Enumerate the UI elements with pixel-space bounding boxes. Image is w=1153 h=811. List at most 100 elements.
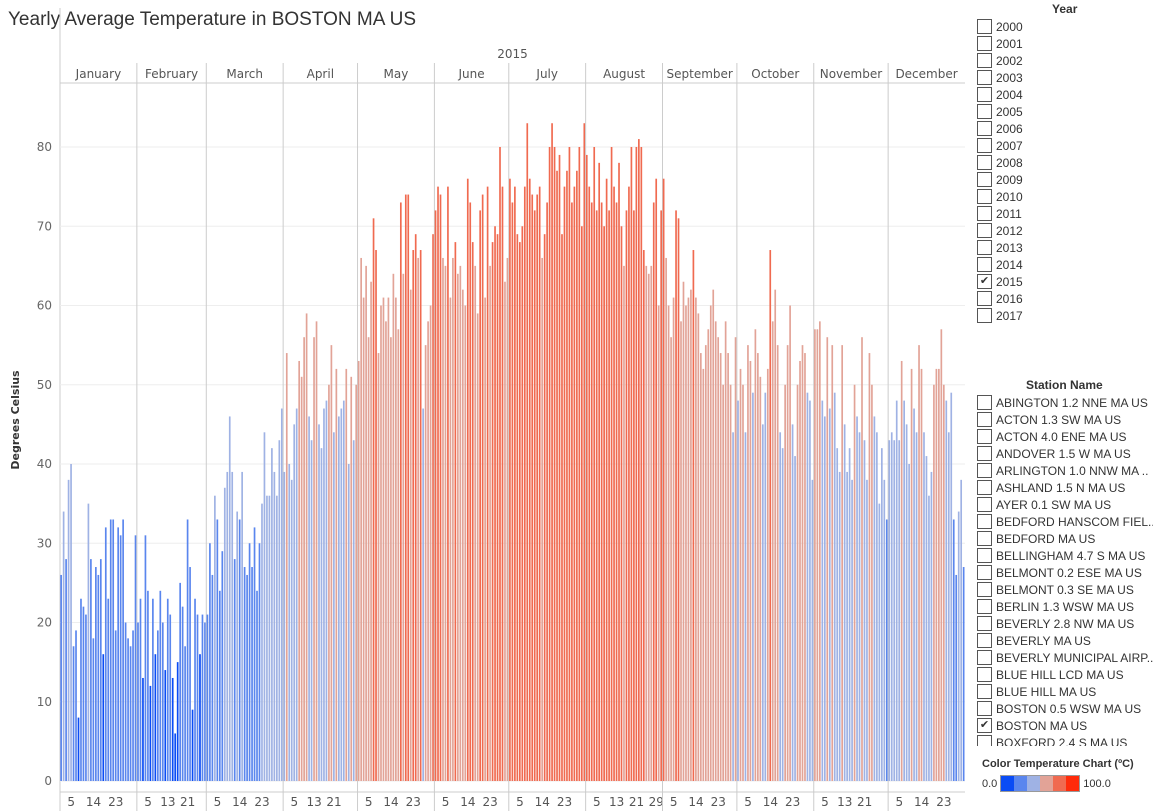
bar-may-26[interactable] xyxy=(419,250,422,781)
bar-october-19[interactable] xyxy=(781,448,784,781)
bar-august-21[interactable] xyxy=(635,147,638,781)
bar-march-8[interactable] xyxy=(223,487,226,781)
checkbox[interactable] xyxy=(977,684,992,699)
bar-july-5[interactable] xyxy=(518,242,521,782)
bar-august-9[interactable] xyxy=(605,178,608,781)
bar-august-5[interactable] xyxy=(595,210,598,781)
bar-april-7[interactable] xyxy=(298,360,301,781)
checkbox[interactable] xyxy=(977,223,992,238)
bar-october-28[interactable] xyxy=(804,353,806,781)
bar-march-21[interactable] xyxy=(256,590,258,781)
bar-september-10[interactable] xyxy=(685,305,687,782)
bar-february-9[interactable] xyxy=(156,630,159,781)
bar-october-21[interactable] xyxy=(786,345,789,781)
bar-august-22[interactable] xyxy=(638,139,640,781)
bar-october-24[interactable] xyxy=(794,456,796,781)
bar-july-7[interactable] xyxy=(523,186,526,781)
bar-august-7[interactable] xyxy=(600,202,603,782)
bar-january-6[interactable] xyxy=(72,646,75,781)
bar-september-26[interactable] xyxy=(724,321,727,781)
bar-february-7[interactable] xyxy=(152,598,154,781)
bar-january-23[interactable] xyxy=(114,630,117,781)
bar-march-17[interactable] xyxy=(246,574,248,781)
bar-october-27[interactable] xyxy=(801,345,804,781)
station-filter-item[interactable]: BEVERLY MA US xyxy=(977,632,1153,649)
bar-february-6[interactable] xyxy=(149,685,152,781)
bar-october-30[interactable] xyxy=(809,400,811,781)
bar-may-25[interactable] xyxy=(417,257,420,781)
bar-july-9[interactable] xyxy=(528,178,531,781)
bar-june-20[interactable] xyxy=(481,194,484,782)
bar-november-13[interactable] xyxy=(843,424,846,781)
bar-may-7[interactable] xyxy=(372,218,375,781)
bar-january-1[interactable] xyxy=(60,574,62,781)
station-filter-item[interactable]: BEDFORD MA US xyxy=(977,530,1153,547)
bar-july-13[interactable] xyxy=(538,186,541,781)
bar-august-26[interactable] xyxy=(647,273,650,781)
bar-july-6[interactable] xyxy=(521,226,524,781)
checkbox[interactable] xyxy=(977,257,992,272)
year-filter-item[interactable]: 2001 xyxy=(977,35,1023,52)
bar-may-23[interactable] xyxy=(412,250,415,781)
bar-february-28[interactable] xyxy=(204,622,206,782)
bar-may-13[interactable] xyxy=(387,297,390,781)
bar-march-9[interactable] xyxy=(226,471,229,781)
bar-april-23[interactable] xyxy=(337,416,340,781)
bar-july-22[interactable] xyxy=(561,234,563,782)
checkbox[interactable] xyxy=(977,582,992,597)
bar-april-28[interactable] xyxy=(350,376,353,781)
bar-december-10[interactable] xyxy=(910,368,913,781)
bar-august-12[interactable] xyxy=(613,186,615,781)
bar-may-16[interactable] xyxy=(395,297,397,781)
bar-february-3[interactable] xyxy=(142,677,144,781)
year-filter-item[interactable]: 2010 xyxy=(977,188,1023,205)
station-filter-item[interactable]: BEDFORD HANSCOM FIEL.. xyxy=(977,513,1153,530)
bar-august-27[interactable] xyxy=(650,265,653,781)
bar-july-3[interactable] xyxy=(514,186,516,781)
bar-november-27[interactable] xyxy=(878,503,881,781)
bar-january-3[interactable] xyxy=(65,559,67,781)
bar-september-27[interactable] xyxy=(727,353,729,781)
bar-december-13[interactable] xyxy=(918,345,920,781)
checkbox[interactable] xyxy=(977,667,992,682)
bar-february-4[interactable] xyxy=(144,535,147,781)
bar-november-25[interactable] xyxy=(873,416,876,781)
bar-september-17[interactable] xyxy=(702,368,705,781)
bar-january-17[interactable] xyxy=(99,559,102,781)
bar-may-14[interactable] xyxy=(390,337,392,781)
bar-march-15[interactable] xyxy=(241,471,243,781)
bar-july-10[interactable] xyxy=(531,194,534,782)
bar-march-26[interactable] xyxy=(268,495,271,781)
bar-april-4[interactable] xyxy=(290,479,293,781)
bar-august-6[interactable] xyxy=(598,162,601,782)
station-filter-item[interactable]: ACTON 4.0 ENE MA US xyxy=(977,428,1153,445)
bar-january-30[interactable] xyxy=(132,630,134,781)
bar-march-20[interactable] xyxy=(253,527,256,781)
bar-march-18[interactable] xyxy=(248,543,251,781)
bar-november-18[interactable] xyxy=(856,416,858,781)
bar-january-8[interactable] xyxy=(77,717,80,781)
bar-december-18[interactable] xyxy=(930,471,933,781)
checkbox[interactable] xyxy=(977,308,992,323)
bar-july-12[interactable] xyxy=(536,194,539,782)
bar-november-10[interactable] xyxy=(836,448,839,781)
bar-march-25[interactable] xyxy=(266,495,268,781)
bar-december-15[interactable] xyxy=(923,432,925,781)
bar-february-25[interactable] xyxy=(196,614,199,781)
station-filter-item[interactable]: AYER 0.1 SW MA US xyxy=(977,496,1153,513)
bar-december-21[interactable] xyxy=(938,368,940,781)
bar-october-4[interactable] xyxy=(744,432,747,781)
bar-september-30[interactable] xyxy=(734,337,737,781)
bar-february-27[interactable] xyxy=(201,614,204,781)
bar-february-15[interactable] xyxy=(171,677,174,781)
bar-january-13[interactable] xyxy=(90,559,92,781)
bar-october-5[interactable] xyxy=(747,345,749,781)
bar-july-23[interactable] xyxy=(563,186,566,781)
bar-december-12[interactable] xyxy=(915,432,918,781)
bar-may-4[interactable] xyxy=(365,265,367,781)
station-filter-item[interactable]: ABINGTON 1.2 NNE MA US xyxy=(977,394,1153,411)
bar-may-6[interactable] xyxy=(370,281,372,781)
bar-august-4[interactable] xyxy=(593,147,596,781)
bar-december-28[interactable] xyxy=(955,574,958,781)
bar-october-31[interactable] xyxy=(811,479,814,781)
